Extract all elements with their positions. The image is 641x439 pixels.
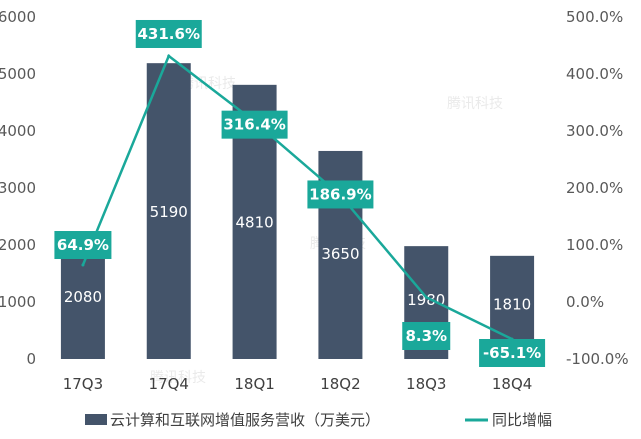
watermark-text: 腾讯科技: [447, 95, 503, 112]
bar-value-label: 3650: [321, 245, 359, 263]
y-left-tick-label: 5000: [0, 65, 36, 83]
line-label-box: [135, 19, 202, 48]
y-right-tick-label: 100.0%: [566, 236, 623, 254]
line-value-label: 186.9%: [309, 185, 371, 203]
y-right-tick-label: 200.0%: [566, 179, 623, 197]
y-left-tick-label: 2000: [0, 236, 36, 254]
legend-label-yoy: 同比增幅: [492, 411, 552, 429]
y-left-tick-label: 4000: [0, 122, 36, 140]
legend-label-revenue: 云计算和互联网增值服务营收（万美元）: [110, 411, 380, 429]
bar-data-labels: 2080 5190 4810 3650 1980 1810: [64, 203, 531, 313]
bar-value-label: 4810: [235, 213, 273, 231]
watermark-text: 腾讯科技: [180, 75, 236, 92]
line-point: [424, 295, 428, 299]
bar-value-label: 5190: [150, 203, 188, 221]
y-right-tick-label: 400.0%: [566, 65, 623, 83]
x-tick-label: 18Q1: [234, 375, 274, 393]
y-left-tick-label: 0: [26, 350, 36, 368]
bar-value-label: 1980: [407, 291, 445, 309]
line-label-box: [479, 339, 546, 367]
y-right-tick-label: 500.0%: [566, 8, 623, 26]
line-label-box: [54, 231, 112, 260]
bar-value-label: 1810: [493, 295, 531, 313]
line-value-label: 431.6%: [138, 25, 200, 43]
x-axis: 17Q3 17Q4 18Q1 18Q2 18Q3 18Q4: [63, 375, 533, 393]
bar-value-label: 2080: [64, 288, 102, 306]
line-label-box: [402, 322, 451, 350]
line-value-label: 316.4%: [223, 116, 285, 134]
legend-bar-swatch: [85, 414, 107, 425]
x-tick-label: 17Q3: [63, 375, 103, 393]
line-label-box: [307, 180, 374, 209]
y-axis-left: 0 1000 2000 3000 4000 5000 6000: [0, 8, 36, 368]
x-tick-label: 17Q4: [149, 375, 189, 393]
line-value-label: 64.9%: [57, 236, 109, 254]
y-left-tick-label: 3000: [0, 179, 36, 197]
line-path: [81, 54, 513, 341]
line-data-labels: 64.9% 431.6% 316.4% 186.9% 8.3% -65.1%: [54, 19, 546, 367]
y-axis-right: -100.0% 0.0% 100.0% 200.0% 300.0% 400.0% 500.0…: [566, 8, 629, 368]
x-tick-label: 18Q3: [406, 375, 446, 393]
bar: [60, 240, 105, 359]
line-point: [167, 54, 171, 58]
y-left-tick-label: 6000: [0, 8, 36, 26]
legend: 云计算和互联网增值服务营收（万美元） 同比增幅: [85, 411, 552, 429]
line-point: [81, 263, 85, 267]
watermark-text: 腾讯科技: [150, 369, 206, 386]
line-value-label: -65.1%: [483, 344, 541, 362]
y-right-tick-label: -100.0%: [566, 350, 629, 368]
y-left-tick-label: 1000: [0, 293, 36, 311]
line-label-box: [221, 110, 288, 139]
y-right-tick-label: 0.0%: [566, 293, 604, 311]
bar: [146, 63, 191, 360]
x-tick-label: 18Q4: [492, 375, 532, 393]
line-value-label: 8.3%: [405, 327, 447, 345]
y-right-tick-label: 300.0%: [566, 122, 623, 140]
x-tick-label: 18Q2: [320, 375, 360, 393]
